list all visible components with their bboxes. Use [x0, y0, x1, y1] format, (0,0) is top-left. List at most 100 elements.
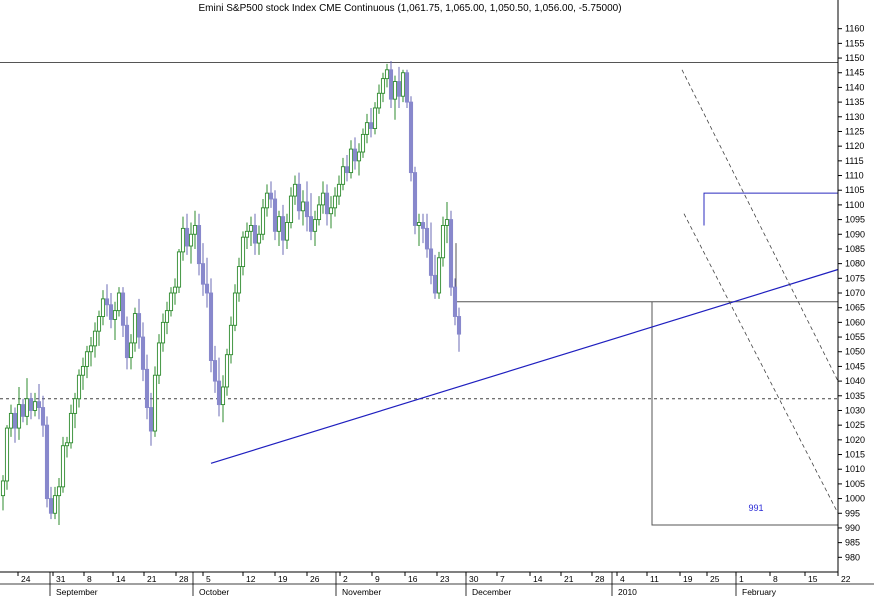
- candle-body: [240, 236, 246, 268]
- candle-body: [360, 133, 366, 153]
- x-tick-label: 8: [773, 574, 778, 584]
- y-tick-label: 1140: [845, 82, 864, 92]
- candle: [52, 486, 58, 520]
- candle-body: [364, 122, 370, 135]
- candle-body: [4, 427, 10, 482]
- candle-body: [196, 225, 202, 265]
- candle-body: [352, 148, 358, 162]
- x-tick-label: 21: [147, 574, 157, 584]
- candle-body: [356, 151, 362, 162]
- y-tick-label: 1020: [845, 435, 865, 445]
- candle: [176, 248, 182, 293]
- candle-body: [372, 107, 378, 129]
- month-label: February: [742, 587, 777, 597]
- x-tick-label: 31: [56, 574, 66, 584]
- candle: [244, 222, 250, 249]
- candle: [120, 287, 126, 338]
- y-tick-label: 990: [845, 523, 860, 533]
- candle: [156, 334, 162, 385]
- candle: [456, 307, 462, 352]
- candle: [280, 204, 286, 255]
- y-tick-label: 1160: [845, 24, 864, 34]
- candle-body: [72, 398, 78, 414]
- candle-body: [272, 198, 278, 232]
- candle-body: [280, 216, 286, 241]
- candle-body: [412, 172, 418, 226]
- candle: [136, 298, 142, 349]
- candle-body: [400, 72, 406, 97]
- candle-body: [308, 216, 314, 232]
- x-tick-label: 26: [310, 574, 320, 584]
- x-tick-label: 28: [179, 574, 189, 584]
- candle: [324, 184, 330, 226]
- candle-body: [304, 201, 310, 218]
- y-tick-label: 1150: [845, 53, 864, 63]
- y-tick-label: 1100: [845, 200, 864, 210]
- candle: [160, 313, 166, 352]
- candle-body: [84, 351, 90, 367]
- candle-body: [184, 227, 190, 247]
- candle-body: [172, 286, 178, 294]
- candle-body: [336, 183, 342, 197]
- candle-body: [396, 81, 402, 97]
- candle-body: [152, 374, 158, 432]
- candle-body: [40, 407, 46, 426]
- candle: [212, 345, 218, 393]
- candle: [400, 69, 406, 103]
- candle: [304, 181, 310, 232]
- box-top-line: [703, 192, 838, 226]
- candle: [208, 278, 214, 373]
- y-tick-label: 980: [845, 552, 860, 562]
- candle: [300, 190, 306, 226]
- x-tick-label: 4: [620, 574, 625, 584]
- candle-body: [180, 227, 186, 253]
- y-tick-label: 985: [845, 538, 860, 548]
- candle: [276, 210, 282, 247]
- x-tick-label: 1: [739, 574, 744, 584]
- candle-body: [268, 192, 274, 200]
- candle-body: [176, 251, 182, 288]
- candle-body: [416, 222, 422, 226]
- candle-body: [148, 407, 154, 432]
- candle-body: [260, 207, 266, 235]
- y-tick-label: 1075: [845, 273, 865, 283]
- x-tick-label: 30: [469, 574, 479, 584]
- candle: [12, 407, 18, 443]
- candle-body: [28, 398, 34, 411]
- target-bracket: [651, 301, 838, 526]
- candle: [16, 386, 22, 440]
- candle-body: [212, 360, 218, 382]
- candle-body: [456, 316, 462, 335]
- candle: [64, 436, 70, 458]
- y-tick-label: 1135: [845, 97, 864, 107]
- x-tick-label: 8: [87, 574, 92, 584]
- candle: [384, 63, 390, 88]
- y-tick-label: 1005: [845, 479, 865, 489]
- candle: [224, 348, 230, 396]
- candle: [352, 137, 358, 170]
- x-tick-label: 28: [595, 574, 605, 584]
- candle: [144, 354, 150, 420]
- candle-body: [60, 445, 66, 488]
- candle-body: [252, 225, 258, 244]
- candle: [404, 69, 410, 108]
- candle: [20, 398, 26, 423]
- candle-body: [232, 292, 238, 326]
- candle: [140, 322, 146, 382]
- candle: [252, 213, 258, 255]
- candle: [328, 196, 334, 229]
- candle-body: [8, 412, 14, 429]
- y-tick-label: 995: [845, 508, 860, 518]
- y-tick-label: 1120: [845, 141, 864, 151]
- candle-body: [296, 183, 302, 212]
- candle-body: [80, 365, 86, 376]
- candle-body: [188, 233, 194, 247]
- candle: [196, 213, 202, 276]
- channel-upper-dashed: [681, 69, 839, 382]
- y-tick-label: 1045: [845, 361, 865, 371]
- candle: [232, 284, 238, 332]
- y-tick-label: 1030: [845, 405, 865, 415]
- candle-body: [52, 495, 58, 514]
- candle: [380, 72, 386, 103]
